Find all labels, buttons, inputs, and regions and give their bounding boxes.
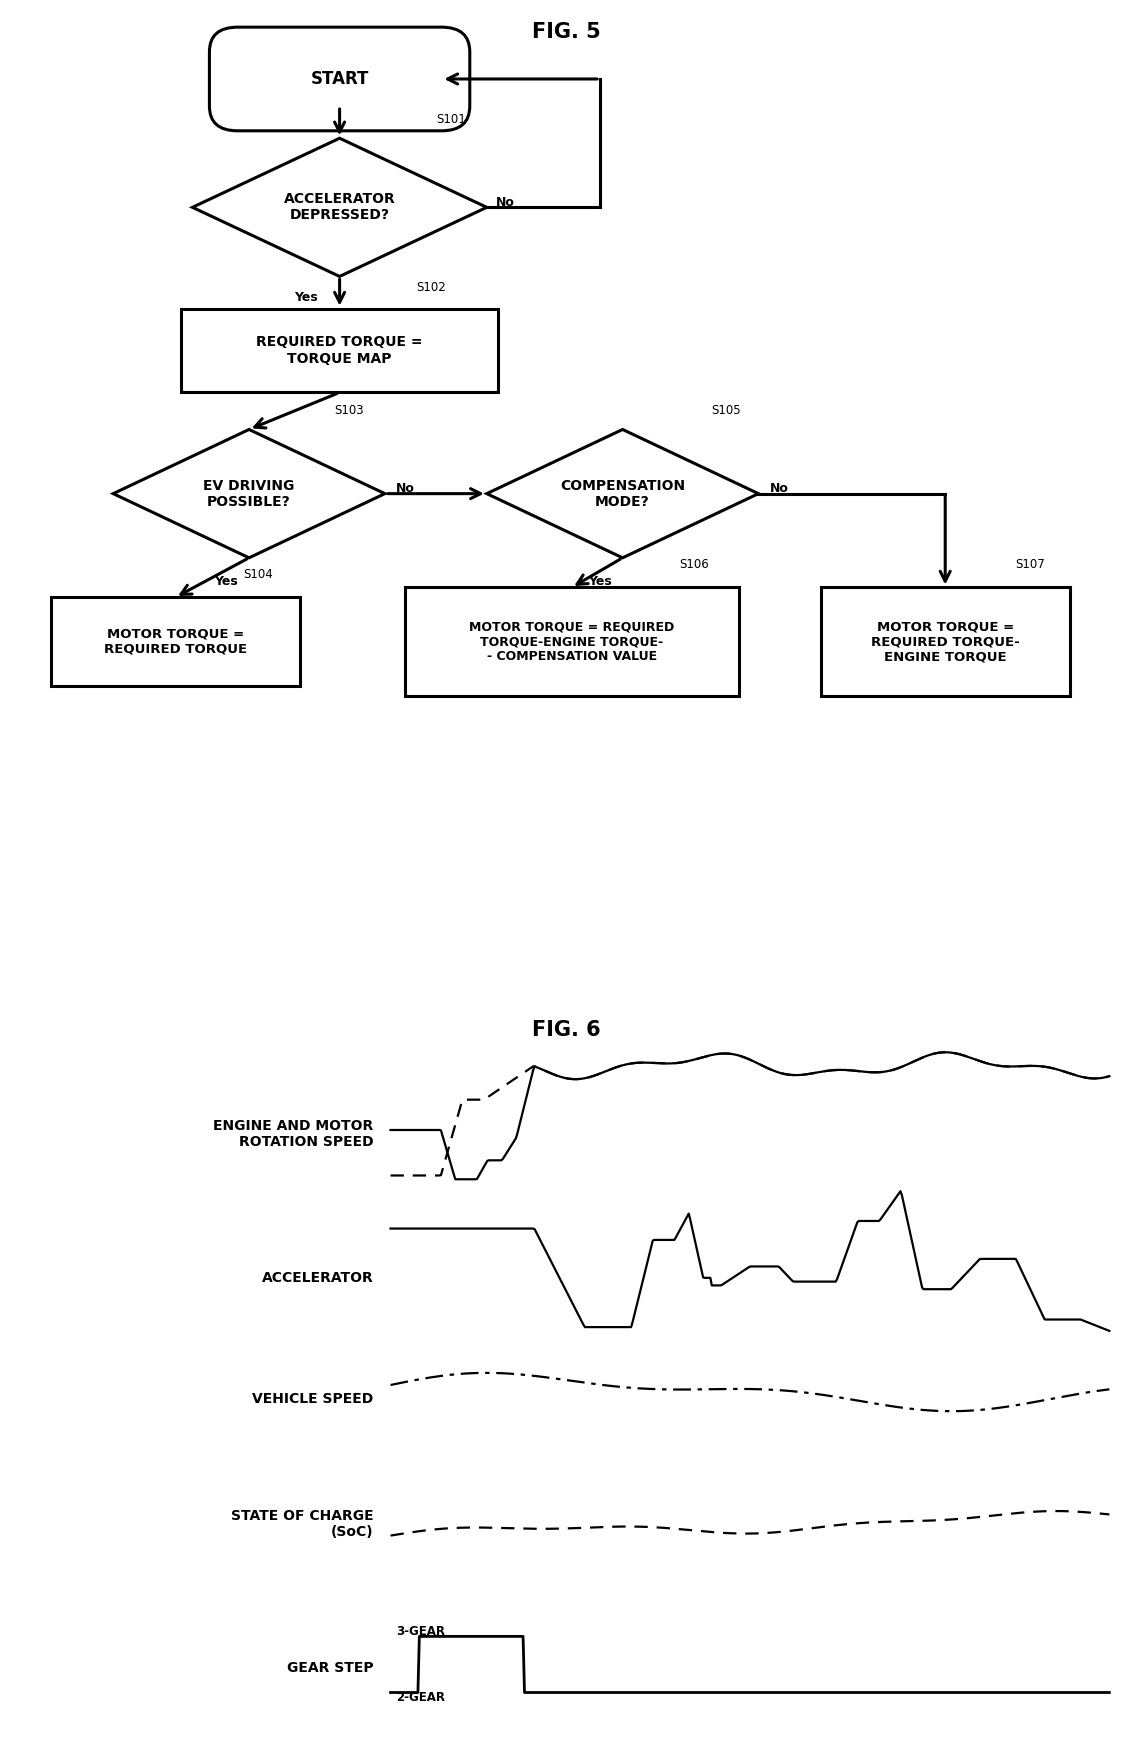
- Text: S104: S104: [243, 568, 273, 580]
- Text: MOTOR TORQUE = REQUIRED
TORQUE-ENGINE TORQUE-
- COMPENSATION VALUE: MOTOR TORQUE = REQUIRED TORQUE-ENGINE TO…: [469, 621, 675, 663]
- Polygon shape: [113, 430, 385, 557]
- Bar: [181, 309, 498, 393]
- Text: GEAR STEP: GEAR STEP: [286, 1661, 374, 1675]
- Text: No: No: [396, 483, 415, 495]
- Text: No: No: [770, 483, 789, 495]
- Text: S102: S102: [417, 282, 446, 294]
- Text: 3-GEAR: 3-GEAR: [396, 1625, 445, 1638]
- Text: ACCELERATOR
DEPRESSED?: ACCELERATOR DEPRESSED?: [284, 192, 395, 222]
- Text: STATE OF CHARGE
(SoC): STATE OF CHARGE (SoC): [231, 1509, 374, 1539]
- Text: START: START: [310, 71, 369, 88]
- Text: Yes: Yes: [589, 575, 611, 587]
- Text: FIG. 6: FIG. 6: [532, 1021, 600, 1040]
- Text: ACCELERATOR: ACCELERATOR: [261, 1271, 374, 1285]
- Text: 2-GEAR: 2-GEAR: [396, 1691, 445, 1703]
- Text: S101: S101: [436, 113, 465, 127]
- Text: S103: S103: [334, 404, 363, 416]
- Bar: [821, 587, 1070, 696]
- Text: S107: S107: [1015, 557, 1045, 571]
- Text: No: No: [496, 196, 515, 208]
- Text: VEHICLE SPEED: VEHICLE SPEED: [252, 1393, 374, 1407]
- Text: ENGINE AND MOTOR
ROTATION SPEED: ENGINE AND MOTOR ROTATION SPEED: [213, 1120, 374, 1149]
- FancyBboxPatch shape: [209, 26, 470, 130]
- Polygon shape: [192, 138, 487, 277]
- Text: COMPENSATION
MODE?: COMPENSATION MODE?: [560, 478, 685, 510]
- Bar: [405, 587, 739, 696]
- Text: Yes: Yes: [215, 575, 238, 587]
- Text: S105: S105: [711, 404, 740, 416]
- Bar: [51, 598, 300, 686]
- Text: S106: S106: [679, 557, 709, 571]
- Text: REQUIRED TORQUE =
TORQUE MAP: REQUIRED TORQUE = TORQUE MAP: [256, 335, 423, 365]
- Text: FIG. 5: FIG. 5: [532, 21, 600, 42]
- Text: EV DRIVING
POSSIBLE?: EV DRIVING POSSIBLE?: [204, 478, 294, 510]
- Polygon shape: [487, 430, 758, 557]
- Text: Yes: Yes: [294, 291, 317, 305]
- Text: MOTOR TORQUE =
REQUIRED TORQUE-
ENGINE TORQUE: MOTOR TORQUE = REQUIRED TORQUE- ENGINE T…: [871, 621, 1020, 663]
- Text: MOTOR TORQUE =
REQUIRED TORQUE: MOTOR TORQUE = REQUIRED TORQUE: [104, 628, 247, 656]
